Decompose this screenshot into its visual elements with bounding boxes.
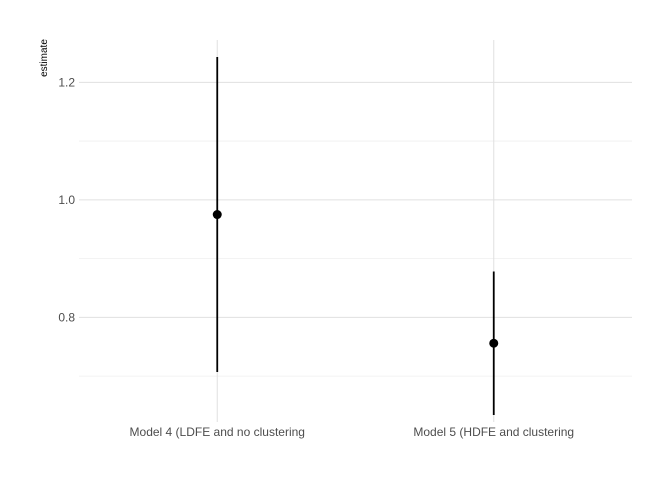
x-tick-label: Model 4 (LDFE and no clustering: [130, 425, 305, 439]
y-axis-title: estimate: [39, 39, 50, 77]
y-tick-label: 0.8: [58, 310, 75, 324]
axis-labels: 0.8 1.0 1.2 Model 4 (LDFE and no clustering…: [58, 75, 574, 439]
grid-lines: [79, 40, 632, 422]
estimate-point: [212, 210, 222, 220]
y-tick-label: 1.0: [58, 193, 75, 207]
y-tick-label: 1.2: [58, 75, 75, 89]
x-tick-label: Model 5 (HDFE and clustering: [413, 425, 574, 439]
estimate-point: [489, 338, 499, 348]
plot-marks: [212, 57, 499, 415]
